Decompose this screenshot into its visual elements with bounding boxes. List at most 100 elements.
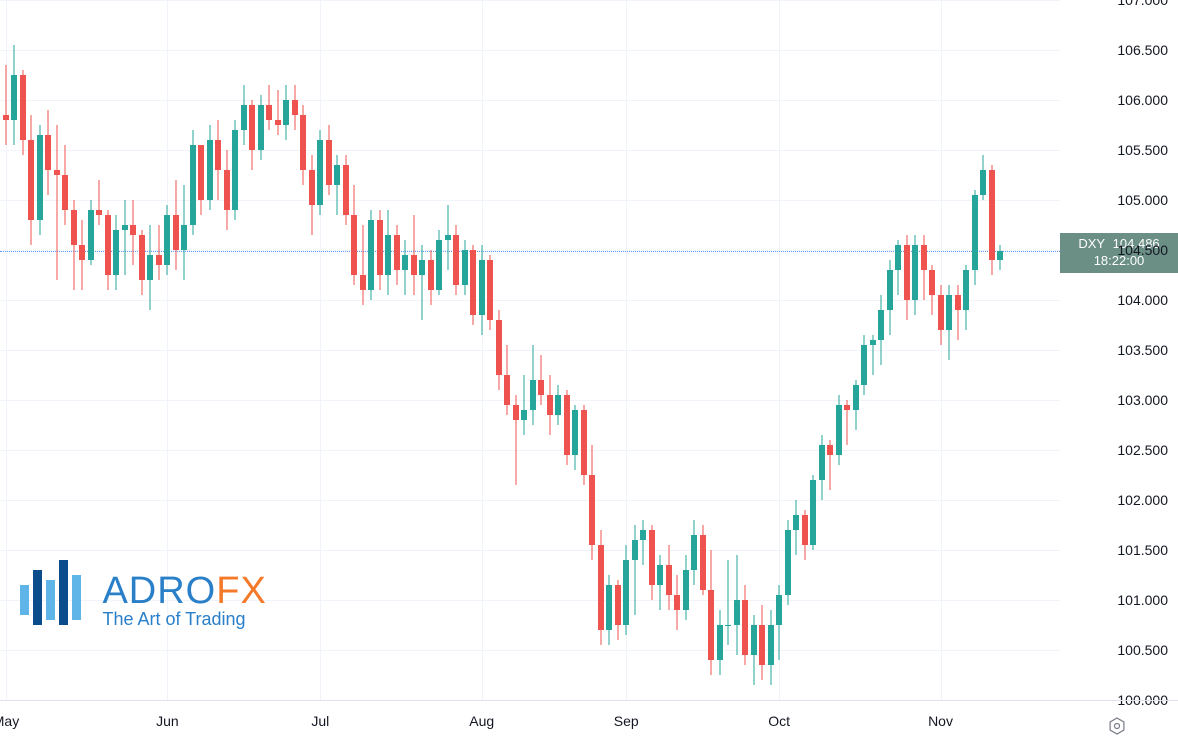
candle: [768, 0, 774, 700]
candle: [538, 0, 544, 700]
candle: [878, 0, 884, 700]
x-axis-label: Nov: [928, 713, 953, 729]
candle: [717, 0, 723, 700]
candle: [385, 0, 391, 700]
price-axis[interactable]: DXY 104.486 18:22:00 107.000106.500106.0…: [1060, 0, 1178, 700]
logo-bars-icon: [20, 560, 90, 630]
candle: [708, 0, 714, 700]
candle: [462, 0, 468, 700]
candle: [691, 0, 697, 700]
candle: [844, 0, 850, 700]
candle: [11, 0, 17, 700]
candle: [436, 0, 442, 700]
x-axis-label: Aug: [469, 713, 494, 729]
candle: [997, 0, 1003, 700]
candle: [802, 0, 808, 700]
time-axis[interactable]: MayJunJulAugSepOctNov: [0, 700, 1178, 750]
candle: [938, 0, 944, 700]
candle: [810, 0, 816, 700]
candle: [980, 0, 986, 700]
candle: [275, 0, 281, 700]
brand-logo: ADROFX The Art of Trading: [20, 560, 267, 630]
candle: [360, 0, 366, 700]
candlestick-chart[interactable]: ADROFX The Art of Trading: [0, 0, 1060, 700]
y-axis-label: 104.500: [1117, 242, 1168, 258]
x-axis-label: May: [0, 713, 19, 729]
candle: [666, 0, 672, 700]
candle: [547, 0, 553, 700]
candle: [887, 0, 893, 700]
y-axis-label: 104.000: [1117, 292, 1168, 308]
candle: [368, 0, 374, 700]
candle: [266, 0, 272, 700]
candle: [343, 0, 349, 700]
candle: [419, 0, 425, 700]
logo-brand-part2: FX: [216, 570, 267, 612]
candle: [734, 0, 740, 700]
candle: [836, 0, 842, 700]
candle: [912, 0, 918, 700]
candle: [827, 0, 833, 700]
candle: [513, 0, 519, 700]
candle: [742, 0, 748, 700]
y-axis-label: 100.500: [1117, 642, 1168, 658]
candle: [793, 0, 799, 700]
candle: [895, 0, 901, 700]
candle: [598, 0, 604, 700]
candle: [572, 0, 578, 700]
candle: [785, 0, 791, 700]
candle: [581, 0, 587, 700]
candle: [300, 0, 306, 700]
candle: [623, 0, 629, 700]
y-axis-label: 106.000: [1117, 92, 1168, 108]
candle: [3, 0, 9, 700]
candle: [334, 0, 340, 700]
candle: [972, 0, 978, 700]
candle: [751, 0, 757, 700]
candle: [615, 0, 621, 700]
candle: [351, 0, 357, 700]
candle: [606, 0, 612, 700]
candle: [989, 0, 995, 700]
candle: [470, 0, 476, 700]
logo-brand-part1: ADRO: [102, 570, 216, 612]
candle: [402, 0, 408, 700]
candle: [326, 0, 332, 700]
candle: [589, 0, 595, 700]
candle: [317, 0, 323, 700]
candle: [530, 0, 536, 700]
y-axis-label: 102.000: [1117, 492, 1168, 508]
candle: [929, 0, 935, 700]
y-axis-label: 101.000: [1117, 592, 1168, 608]
candle: [479, 0, 485, 700]
candle: [963, 0, 969, 700]
candle: [674, 0, 680, 700]
y-axis-label: 103.500: [1117, 342, 1168, 358]
candle: [487, 0, 493, 700]
candle: [725, 0, 731, 700]
candle: [521, 0, 527, 700]
candle: [946, 0, 952, 700]
candle: [292, 0, 298, 700]
price-badge-symbol: DXY: [1078, 236, 1105, 253]
candle: [657, 0, 663, 700]
candle: [683, 0, 689, 700]
x-axis-label: Oct: [768, 713, 790, 729]
candle: [555, 0, 561, 700]
y-axis-label: 105.500: [1117, 142, 1168, 158]
candle: [649, 0, 655, 700]
candle: [861, 0, 867, 700]
candle: [377, 0, 383, 700]
y-axis-label: 106.500: [1117, 42, 1168, 58]
y-axis-label: 101.500: [1117, 542, 1168, 558]
candle: [496, 0, 502, 700]
y-axis-label: 105.000: [1117, 192, 1168, 208]
candle: [445, 0, 451, 700]
chart-settings-icon[interactable]: [1108, 717, 1126, 735]
candle: [564, 0, 570, 700]
candle: [904, 0, 910, 700]
candle: [759, 0, 765, 700]
y-axis-label: 103.000: [1117, 392, 1168, 408]
x-axis-label: Jun: [156, 713, 179, 729]
candle: [411, 0, 417, 700]
